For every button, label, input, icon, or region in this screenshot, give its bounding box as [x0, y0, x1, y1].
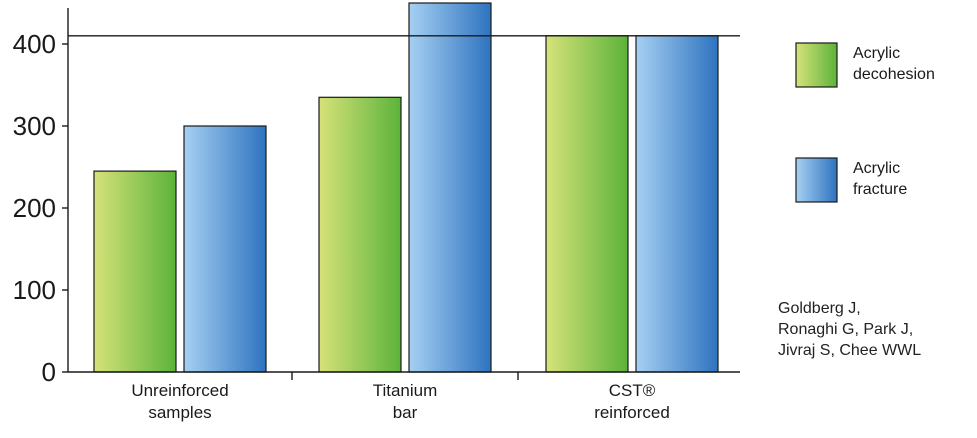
- legend-swatch-1: [795, 157, 838, 203]
- category-label-2-1: reinforced: [594, 403, 670, 422]
- bar-fracture-2: [635, 35, 719, 373]
- legend-label-1-0: Acrylic: [853, 160, 900, 177]
- legend-label-0-1: decohesion: [853, 66, 935, 83]
- y-tick-label-400: 400: [13, 29, 56, 59]
- citation-line-1: Goldberg J,: [778, 300, 861, 317]
- legend-swatch-0: [795, 42, 838, 88]
- category-label-1-0: Titanium: [373, 381, 438, 400]
- citation-line-2: Ronaghi G, Park J,: [778, 321, 914, 338]
- category-label-0-1: samples: [148, 403, 211, 422]
- x-category-labels: Unreinforced samples Titanium bar CST® reinfo…: [131, 381, 669, 422]
- bar-fracture-1: [408, 2, 492, 373]
- legend: Acrylic decohesion Acrylic fracture: [795, 42, 935, 203]
- y-tick-label-300: 300: [13, 111, 56, 141]
- y-tick-label-100: 100: [13, 275, 56, 305]
- category-label-2-0: CST®: [609, 381, 656, 400]
- axes-layer: [62, 8, 740, 380]
- bar-fracture-0: [183, 125, 267, 373]
- y-tick-label-200: 200: [13, 193, 56, 223]
- y-tick-label-0: 0: [42, 357, 56, 387]
- bar-decohesion-0: [93, 170, 177, 373]
- y-tick-labels: 0 100 200 300 400: [13, 29, 56, 387]
- category-label-1-1: bar: [393, 403, 418, 422]
- bars-layer: [93, 2, 719, 373]
- bar-decohesion-2: [545, 35, 629, 373]
- bar-decohesion-1: [318, 96, 402, 373]
- citation: Goldberg J, Ronaghi G, Park J, Jivraj S,…: [778, 298, 921, 361]
- legend-label-0-0: Acrylic: [853, 45, 900, 62]
- category-label-0-0: Unreinforced: [131, 381, 228, 400]
- legend-label-1-1: fracture: [853, 181, 907, 198]
- citation-line-3: Jivraj S, Chee WWL: [778, 342, 922, 359]
